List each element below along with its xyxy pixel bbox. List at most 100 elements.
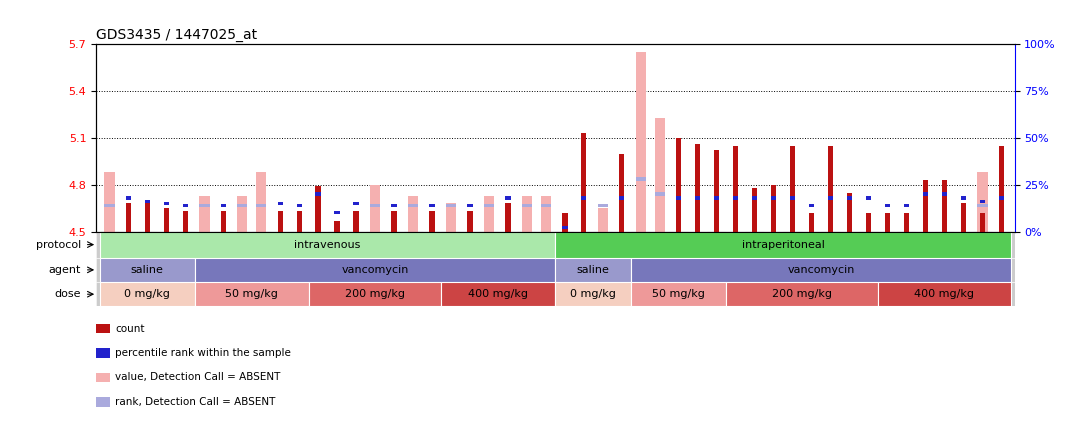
Text: vancomycin: vancomycin [787,265,854,275]
Text: GDS3435 / 1447025_at: GDS3435 / 1447025_at [96,28,257,42]
Bar [194,282,309,306]
Bar [655,118,665,231]
Bar [878,282,1010,306]
Text: protocol: protocol [35,240,81,250]
Bar [445,204,456,207]
Bar [540,204,551,207]
Bar [866,196,871,199]
Bar [505,196,511,199]
Bar [979,213,985,231]
Text: saline: saline [131,265,163,275]
Bar [598,208,608,231]
Bar [581,196,586,199]
Bar [676,196,681,199]
Bar [847,196,852,199]
Bar [866,213,871,231]
Bar [256,204,266,207]
Bar [977,172,988,231]
Bar [771,196,776,199]
Bar [714,196,720,199]
Bar [562,226,567,230]
Text: intraperitoneal: intraperitoneal [741,240,824,250]
Bar [408,196,419,231]
Text: 50 mg/kg: 50 mg/kg [225,289,278,299]
Bar [309,282,441,306]
Text: 0 mg/kg: 0 mg/kg [570,289,616,299]
Bar [808,213,814,231]
Bar [484,204,494,207]
Bar [942,180,947,231]
Bar [144,200,150,203]
Bar [733,196,738,199]
Bar [979,200,985,203]
Bar [555,282,631,306]
Text: percentile rank within the sample: percentile rank within the sample [115,348,292,358]
Bar [828,146,833,231]
Bar [999,196,1004,199]
Bar [391,211,396,231]
Bar [334,221,340,231]
Text: 400 mg/kg: 400 mg/kg [914,289,974,299]
Text: 0 mg/kg: 0 mg/kg [124,289,170,299]
Bar [297,211,302,231]
Bar [315,192,320,196]
Text: saline: saline [577,265,610,275]
Bar [354,202,359,205]
Bar [521,196,532,231]
Bar [695,144,701,231]
Text: agent: agent [48,265,81,275]
Bar [183,211,188,231]
Bar [199,196,209,231]
Bar [847,193,852,231]
Bar [199,204,209,207]
Bar [126,203,131,231]
Bar [297,204,302,207]
Bar [942,192,947,196]
Bar [237,196,248,231]
Bar [278,211,283,231]
Bar [100,258,194,282]
Bar [278,202,283,205]
Text: 200 mg/kg: 200 mg/kg [345,289,405,299]
Bar [904,213,909,231]
Bar [540,196,551,231]
Text: 200 mg/kg: 200 mg/kg [772,289,832,299]
Bar [163,208,169,231]
Bar [163,202,169,205]
Bar [468,211,473,231]
Bar [714,151,720,231]
Bar [126,196,131,199]
Bar [695,196,701,199]
Bar [429,204,435,207]
Bar [221,204,226,207]
Bar [635,178,646,181]
Bar [631,282,726,306]
Text: 400 mg/kg: 400 mg/kg [469,289,529,299]
Bar [505,203,511,231]
Bar [441,282,555,306]
Bar [100,282,194,306]
Bar [635,52,646,231]
Bar [105,204,114,207]
Bar [598,204,608,207]
Text: 50 mg/kg: 50 mg/kg [653,289,705,299]
Bar [961,196,967,199]
Bar [752,196,757,199]
Bar [100,231,555,258]
Bar [884,213,890,231]
Bar [676,138,681,231]
Bar [884,204,890,207]
Text: intravenous: intravenous [295,240,361,250]
Bar [923,180,928,231]
Bar [619,154,625,231]
Bar [790,196,796,199]
Bar [555,231,1010,258]
Bar [183,204,188,207]
Bar [391,204,396,207]
Text: rank, Detection Call = ABSENT: rank, Detection Call = ABSENT [115,397,276,407]
Text: vancomycin: vancomycin [342,265,409,275]
Bar [370,185,380,231]
Bar [237,204,248,207]
Bar [555,258,631,282]
Bar [581,133,586,231]
